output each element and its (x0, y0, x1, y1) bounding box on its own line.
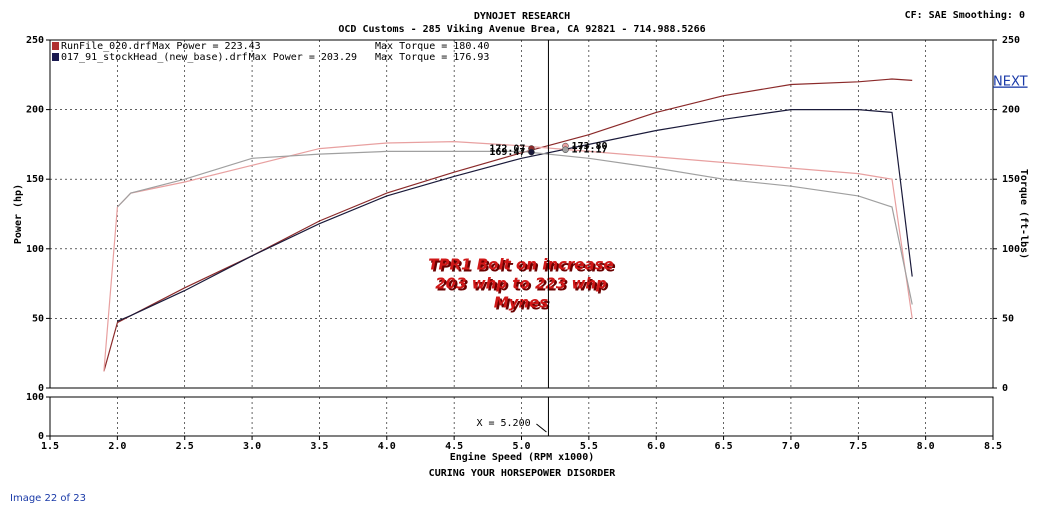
footer: CURING YOUR HORSEPOWER DISORDER (429, 468, 617, 479)
x-tick-label: 8.5 (984, 441, 1002, 452)
annotation: TPR1 Bolt on increase (428, 256, 613, 274)
cursor-pointer (536, 423, 547, 433)
x-tick-label: 3.5 (310, 441, 328, 452)
y-tick-label: 50 (32, 313, 44, 324)
x-tick-label: 7.0 (782, 441, 800, 452)
annotation: Mynes (494, 294, 549, 312)
next-link[interactable]: NEXT (993, 75, 1028, 90)
y-axis-title: Power (hp) (13, 184, 24, 244)
legend-file: RunFile_020.drf (61, 41, 151, 52)
lower-y-tick-label: 100 (26, 392, 44, 403)
annotation-shadow: TPR1 Bolt on increase (430, 258, 615, 276)
annotation-shadow: 203 whp to 223 whp (437, 277, 609, 295)
legend-swatch (52, 53, 59, 61)
cursor-value-label: 173.80 (571, 141, 607, 152)
cursor-marker (562, 146, 569, 153)
cursor-value-label: 171.17 (571, 145, 607, 156)
y2-tick-label: 100 (1002, 244, 1020, 255)
x-tick-label: 4.5 (445, 441, 463, 452)
y2-tick-label: 0 (1002, 383, 1008, 394)
x-tick-label: 8.0 (917, 441, 935, 452)
cursor-marker (528, 148, 535, 156)
series-line (103, 78, 913, 372)
settings-label: CF: SAE Smoothing: 0 (905, 9, 1025, 21)
y2-tick-label: 250 (1002, 35, 1020, 46)
x-tick-label: 6.0 (647, 441, 665, 452)
cursor-label: X = 5.200 (476, 418, 530, 429)
x-tick-label: 5.0 (512, 441, 530, 452)
legend-power: Max Power = 223.43 (152, 41, 260, 52)
cursor-value-label: 172.07 (489, 143, 525, 154)
series-line (103, 140, 913, 372)
series-line (116, 150, 913, 305)
legend-torque: Max Torque = 176.93 (375, 52, 489, 63)
x-tick-label: 7.5 (849, 441, 867, 452)
y-tick-label: 100 (26, 244, 44, 255)
chart-subtitle: OCD Customs - 285 Viking Avenue Brea, CA… (338, 23, 705, 35)
x-tick-label: 1.5 (41, 441, 59, 452)
series-line (117, 109, 913, 322)
x-tick-label: 4.0 (378, 441, 396, 452)
y-tick-label: 150 (26, 174, 44, 185)
x-tick-label: 5.5 (580, 441, 598, 452)
x-tick-label: 2.5 (176, 441, 194, 452)
legend-file: 017_91_stockHead_(new_base).drf (61, 52, 248, 63)
legend-torque: Max Torque = 180.40 (375, 41, 489, 52)
y2-tick-label: 150 (1002, 174, 1020, 185)
image-caption: Image 22 of 23 (10, 493, 86, 504)
cursor-value-label: 169.47 (489, 147, 525, 158)
y2-tick-label: 50 (1002, 313, 1014, 324)
chart-title: DYNOJET RESEARCH (474, 11, 570, 22)
lower-y-tick-label: 0 (38, 431, 44, 442)
annotation: 203 whp to 223 whp (435, 275, 607, 293)
legend-power: Max Power = 203.29 (249, 52, 357, 63)
legend-swatch (52, 42, 59, 50)
y2-axis-title: Torque (ft-lbs) (1018, 169, 1029, 259)
y-tick-label: 200 (26, 105, 44, 116)
y2-tick-label: 200 (1002, 105, 1020, 116)
x-tick-label: 6.5 (715, 441, 733, 452)
x-axis-title: Engine Speed (RPM x1000) (450, 451, 595, 463)
y-tick-label: 250 (26, 35, 44, 46)
x-tick-label: 2.0 (108, 441, 126, 452)
x-tick-label: 3.0 (243, 441, 261, 452)
y-tick-label: 0 (38, 383, 44, 394)
annotation-shadow: Mynes (496, 296, 551, 314)
